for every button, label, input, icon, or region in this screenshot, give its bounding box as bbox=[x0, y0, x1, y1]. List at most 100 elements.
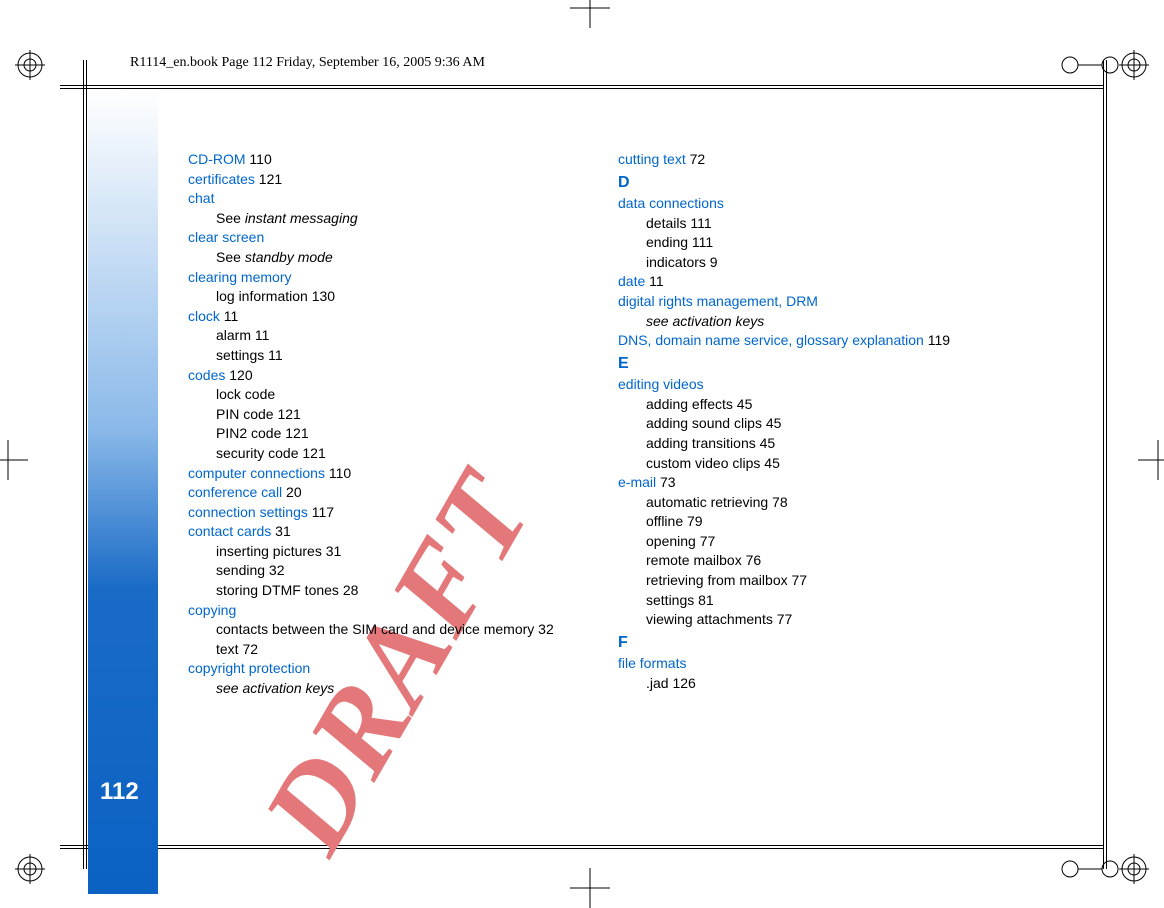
left-border bbox=[83, 60, 87, 869]
settings-label: settings bbox=[216, 347, 264, 363]
date-page: 11 bbox=[645, 273, 663, 289]
clear-see-prefix: See bbox=[216, 249, 245, 265]
sending-label: sending bbox=[216, 562, 265, 578]
clear-screen-term: clear screen bbox=[188, 229, 264, 245]
ending-label: ending bbox=[646, 234, 688, 250]
clock-page: 11 bbox=[220, 308, 238, 324]
remote-page: 76 bbox=[742, 552, 761, 568]
date-term: date bbox=[618, 273, 645, 289]
security-page: 121 bbox=[298, 445, 325, 461]
dumbbell-bottom bbox=[1060, 857, 1120, 881]
contacts-sim-label: contacts between the SIM card and device… bbox=[216, 621, 534, 637]
chat-see-ref: instant messaging bbox=[245, 210, 358, 226]
cross-top bbox=[570, 0, 610, 28]
page-number: 112 bbox=[100, 778, 139, 806]
offline-page: 79 bbox=[683, 513, 702, 529]
cross-right bbox=[1138, 440, 1164, 480]
see-keys-ref: see activation keys bbox=[216, 680, 334, 696]
inserting-label: inserting pictures bbox=[216, 543, 322, 559]
data-conn-term: data connections bbox=[618, 195, 724, 211]
text-label: text bbox=[216, 641, 239, 657]
cross-left bbox=[0, 440, 28, 480]
clearing-memory-term: clearing memory bbox=[188, 269, 291, 285]
chat-see-prefix: See bbox=[216, 210, 245, 226]
effects-label: adding effects bbox=[646, 396, 733, 412]
settings-page: 11 bbox=[264, 347, 282, 363]
sound-page: 45 bbox=[762, 415, 781, 431]
right-border bbox=[1103, 60, 1107, 869]
pin-label: PIN code bbox=[216, 406, 274, 422]
email-term: e-mail bbox=[618, 474, 656, 490]
dns-page: 119 bbox=[924, 332, 950, 348]
email-page: 73 bbox=[656, 474, 675, 490]
column-2: cutting text 72 D data connections detai… bbox=[618, 150, 1068, 774]
retrieving-page: 77 bbox=[788, 572, 807, 588]
cross-bottom bbox=[570, 868, 610, 908]
conn-settings-term: connection settings bbox=[188, 504, 308, 520]
letter-f: F bbox=[618, 632, 1068, 654]
pin2-page: 121 bbox=[281, 425, 308, 441]
jad-label: .jad bbox=[646, 675, 669, 691]
esettings-page: 81 bbox=[694, 592, 713, 608]
reg-mark-bl bbox=[15, 854, 45, 884]
computer-conn-page: 110 bbox=[325, 465, 351, 481]
lock-code-label: lock code bbox=[216, 386, 275, 402]
drm-term: digital rights management, DRM bbox=[618, 293, 818, 309]
computer-conn-term: computer connections bbox=[188, 465, 325, 481]
indicators-page: 9 bbox=[706, 254, 718, 270]
security-label: security code bbox=[216, 445, 298, 461]
offline-label: offline bbox=[646, 513, 683, 529]
dtmf-label: storing DTMF tones bbox=[216, 582, 339, 598]
custom-page: 45 bbox=[760, 455, 779, 471]
auto-retr-label: automatic retrieving bbox=[646, 494, 768, 510]
details-page: 111 bbox=[686, 215, 711, 231]
page-header: R1114_en.book Page 112 Friday, September… bbox=[130, 55, 1064, 71]
chat-term: chat bbox=[188, 190, 214, 206]
top-border bbox=[60, 85, 1104, 89]
contacts-sim-page: 32 bbox=[534, 621, 553, 637]
transitions-label: adding transitions bbox=[646, 435, 756, 451]
contact-cards-page: 31 bbox=[271, 523, 290, 539]
certificates-term: certificates bbox=[188, 171, 255, 187]
ending-page: 111 bbox=[688, 234, 713, 250]
inserting-page: 31 bbox=[322, 543, 341, 559]
remote-label: remote mailbox bbox=[646, 552, 742, 568]
conference-term: conference call bbox=[188, 484, 282, 500]
transitions-page: 45 bbox=[756, 435, 775, 451]
reg-mark-tl bbox=[15, 50, 45, 80]
cdrom-page: 110 bbox=[246, 151, 272, 167]
index-content: CD-ROM 110 certificates 121 chat See ins… bbox=[188, 150, 1084, 774]
codes-page: 120 bbox=[225, 367, 252, 383]
opening-label: opening bbox=[646, 533, 696, 549]
letter-e: E bbox=[618, 353, 1068, 375]
custom-label: custom video clips bbox=[646, 455, 760, 471]
copying-term: copying bbox=[188, 602, 236, 618]
indicators-label: indicators bbox=[646, 254, 706, 270]
esettings-label: settings bbox=[646, 592, 694, 608]
alarm-label: alarm bbox=[216, 327, 251, 343]
sending-page: 32 bbox=[265, 562, 284, 578]
opening-page: 77 bbox=[696, 533, 715, 549]
file-formats-term: file formats bbox=[618, 655, 686, 671]
sidebar-gradient bbox=[88, 90, 158, 894]
retrieving-label: retrieving from mailbox bbox=[646, 572, 788, 588]
cutting-page: 72 bbox=[686, 151, 705, 167]
dns-term: DNS, domain name service, glossary expla… bbox=[618, 332, 924, 348]
effects-page: 45 bbox=[733, 396, 752, 412]
copyright-term: copyright protection bbox=[188, 660, 310, 676]
log-info-label: log information bbox=[216, 288, 308, 304]
clock-term: clock bbox=[188, 308, 220, 324]
column-1: CD-ROM 110 certificates 121 chat See ins… bbox=[188, 150, 618, 774]
viewing-page: 77 bbox=[773, 611, 792, 627]
cutting-term: cutting text bbox=[618, 151, 686, 167]
pin2-label: PIN2 code bbox=[216, 425, 281, 441]
letter-d: D bbox=[618, 172, 1068, 194]
dtmf-page: 28 bbox=[339, 582, 358, 598]
pin-page: 121 bbox=[274, 406, 301, 422]
drm-see-ref: see activation keys bbox=[646, 313, 764, 329]
conference-page: 20 bbox=[282, 484, 301, 500]
contact-cards-term: contact cards bbox=[188, 523, 271, 539]
cdrom-term: CD-ROM bbox=[188, 151, 246, 167]
sound-label: adding sound clips bbox=[646, 415, 762, 431]
text-page: 72 bbox=[239, 641, 258, 657]
